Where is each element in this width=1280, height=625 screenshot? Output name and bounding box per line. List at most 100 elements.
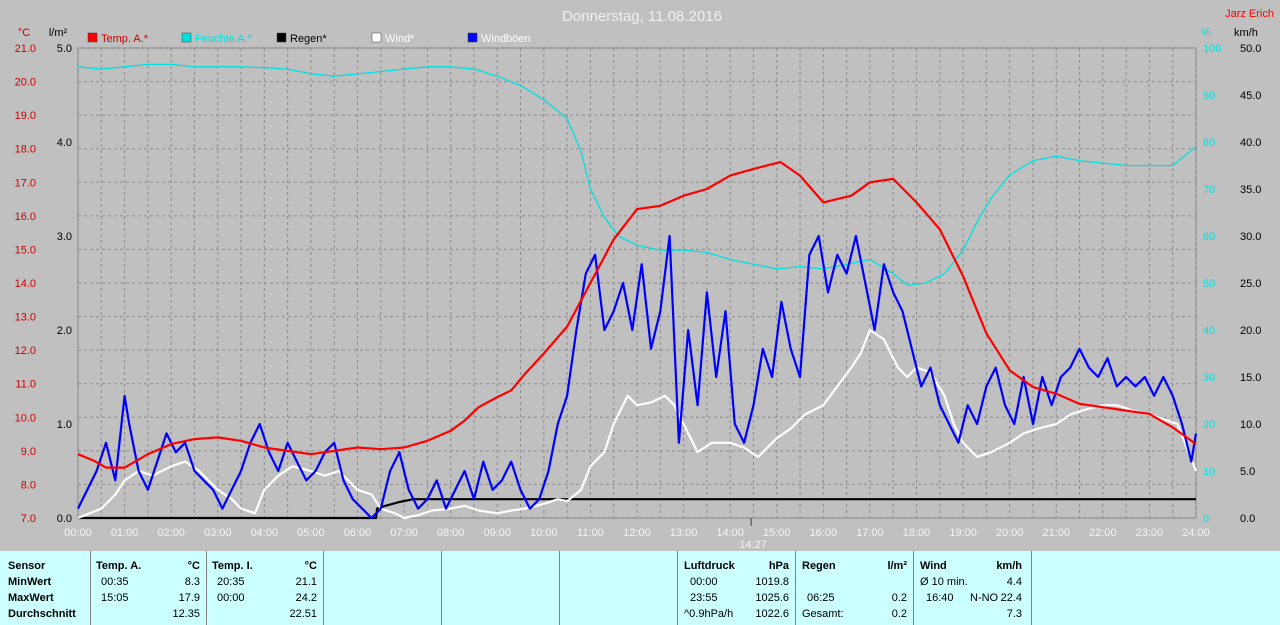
pressure-min-time: 00:00 xyxy=(690,576,718,588)
legend-swatch xyxy=(87,32,98,43)
wind-tick-label: 20.0 xyxy=(1240,325,1261,337)
x-tick-label: 14:00 xyxy=(716,527,744,539)
author-label: Jarz Erich xyxy=(1225,8,1274,20)
wind-avg-value: 4.4 xyxy=(1006,576,1022,588)
wind-tick-label: 35.0 xyxy=(1240,184,1261,196)
humidity-tick-label: 40 xyxy=(1203,325,1215,337)
temp-tick-label: 8.0 xyxy=(21,479,36,491)
x-tick-label: 24:00 xyxy=(1182,527,1210,539)
x-tick-label: 10:00 xyxy=(530,527,558,539)
legend-label: Temp. A.* xyxy=(101,33,149,45)
wind-tick-label: 0.0 xyxy=(1240,513,1255,525)
humidity-tick-label: 10 xyxy=(1203,466,1215,478)
pressure-max-time: 23:55 xyxy=(690,592,718,604)
temp-tick-label: 18.0 xyxy=(15,144,36,156)
pressure-trend-label: ^0.9hPa/h xyxy=(684,608,734,620)
divider xyxy=(677,551,678,625)
x-tick-label: 19:00 xyxy=(949,527,977,539)
wind-axis-unit: km/h xyxy=(1234,27,1258,39)
rain-axis-unit: l/m² xyxy=(49,27,68,39)
temp-i-min-time: 20:35 xyxy=(217,576,245,588)
chart-title: Donnerstag, 11.08.2016 xyxy=(562,8,722,25)
x-tick-label: 16:00 xyxy=(810,527,838,539)
series-temp-line xyxy=(77,161,1197,469)
temp-tick-label: 19.0 xyxy=(15,110,36,122)
x-tick-label: 13:00 xyxy=(670,527,698,539)
x-tick-label: 22:00 xyxy=(1089,527,1117,539)
temp-tick-label: 10.0 xyxy=(15,412,36,424)
temp-i-average: 22.51 xyxy=(289,608,317,620)
temp-i-min-value: 21.1 xyxy=(295,576,317,588)
x-tick-label: 06:00 xyxy=(344,527,372,539)
divider xyxy=(441,551,442,625)
humidity-tick-label: 70 xyxy=(1203,184,1215,196)
rain-total-label: Gesamt: xyxy=(802,608,844,620)
x-tick-label: 05:00 xyxy=(297,527,325,539)
divider xyxy=(1031,551,1032,625)
wind-max-value: 22.4 xyxy=(1000,592,1022,604)
temp-a-unit: °C xyxy=(187,560,200,572)
temp-tick-label: 20.0 xyxy=(15,77,36,89)
x-tick-label: 03:00 xyxy=(204,527,232,539)
wind-tick-label: 10.0 xyxy=(1240,419,1261,431)
x-tick-label: 23:00 xyxy=(1136,527,1164,539)
legend-label: Wind* xyxy=(385,33,415,45)
wind-avg-label: Ø 10 min. xyxy=(920,576,968,588)
x-tick-label: 20:00 xyxy=(996,527,1024,539)
rain-tick-label: 0.0 xyxy=(57,513,72,525)
legend-swatch xyxy=(181,32,192,43)
rain-header: Regen xyxy=(802,560,836,572)
wind-max-time: 16:40 xyxy=(926,592,954,604)
x-tick-label: 17:00 xyxy=(856,527,884,539)
x-tick-label: 01:00 xyxy=(111,527,139,539)
legend-label: Regen* xyxy=(290,33,327,45)
rain-total-value: 0.2 xyxy=(891,608,907,620)
temp-a-min-value: 8.3 xyxy=(184,576,200,588)
wind-tick-label: 5.0 xyxy=(1240,466,1255,478)
temp-tick-label: 21.0 xyxy=(15,43,36,55)
x-tick-label: 07:00 xyxy=(390,527,418,539)
temp-i-header: Temp. I. xyxy=(212,560,253,572)
temp-a-min-time: 00:35 xyxy=(101,576,129,588)
rain-tick-label: 2.0 xyxy=(57,325,72,337)
temp-axis-unit: °C xyxy=(18,27,30,39)
humidity-tick-label: 20 xyxy=(1203,419,1215,431)
legend-label: Feuchte A.* xyxy=(195,33,253,45)
divider xyxy=(559,551,560,625)
pressure-header: Luftdruck xyxy=(684,560,735,572)
chart-series xyxy=(77,63,1198,520)
wind-tick-label: 40.0 xyxy=(1240,137,1261,149)
wind-tick-label: 45.0 xyxy=(1240,90,1261,102)
temp-tick-label: 7.0 xyxy=(21,513,36,525)
rain-max-value: 0.2 xyxy=(891,592,907,604)
temp-tick-label: 12.0 xyxy=(15,345,36,357)
x-tick-label: 02:00 xyxy=(157,527,185,539)
divider xyxy=(913,551,914,625)
divider xyxy=(90,551,91,625)
temp-a-average: 12.35 xyxy=(172,608,200,620)
temp-tick-label: 16.0 xyxy=(15,211,36,223)
x-tick-label: 18:00 xyxy=(903,527,931,539)
rain-unit: l/m² xyxy=(887,560,907,572)
row-label-min: MinWert xyxy=(8,576,52,588)
x-tick-label: 04:00 xyxy=(251,527,279,539)
sensor-header: Sensor xyxy=(8,560,46,572)
temp-tick-label: 15.0 xyxy=(15,244,36,256)
humidity-tick-label: 50 xyxy=(1203,278,1215,290)
pressure-min-value: 1019.8 xyxy=(755,576,789,588)
legend-swatch xyxy=(467,32,478,43)
legend-swatch xyxy=(371,32,382,43)
x-tick-label: 21:00 xyxy=(1042,527,1070,539)
temp-tick-label: 9.0 xyxy=(21,446,36,458)
rain-max-time: 06:25 xyxy=(807,592,835,604)
series-humidity-line xyxy=(77,63,1197,287)
weather-chart: 00:00 01:00 02:00 03:00 04:00 05:00 06:00 07:00… xyxy=(14,8,1274,551)
wind-tick-label: 25.0 xyxy=(1240,278,1261,290)
wind-max-direction: N-NO xyxy=(970,592,999,604)
temp-tick-label: 14.0 xyxy=(15,278,36,290)
wind-mean-value: 7.3 xyxy=(1006,608,1022,620)
temp-i-unit: °C xyxy=(304,560,317,572)
pressure-max-value: 1025.6 xyxy=(755,592,789,604)
chart-grid xyxy=(77,47,1197,519)
chart-axes: 00:00 01:00 02:00 03:00 04:00 05:00 06:00 07:00… xyxy=(15,27,1262,551)
